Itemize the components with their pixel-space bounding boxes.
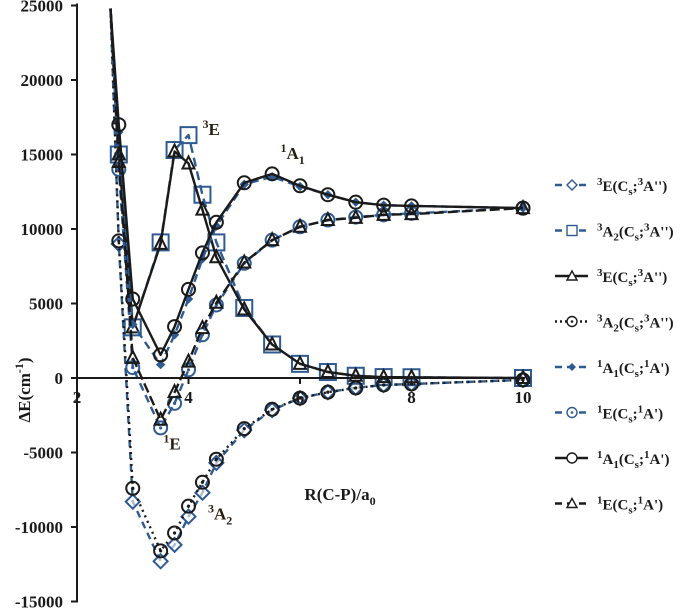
legend-entry: 1A1(Cs;1A') — [555, 358, 669, 380]
legend-label: 1E(Cs;1A') — [597, 495, 663, 517]
x-tick-label: 10 — [515, 388, 532, 407]
series-4 — [109, 8, 528, 370]
legend-entry: 1A1(Cs;1A') — [555, 449, 669, 471]
y-tick-label: 0 — [55, 369, 64, 388]
y-tick-label: -5000 — [23, 444, 63, 463]
y-tick-label: 20000 — [21, 71, 64, 90]
y-tick-label: 5000 — [29, 295, 63, 314]
x-axis-title: R(C-P)/a0 — [304, 485, 375, 508]
curve-label-1E: 1E — [163, 432, 180, 454]
curve-label-3A2: 3A2 — [208, 502, 232, 528]
legend-label: 1E(Cs;1A') — [597, 404, 663, 426]
series-3 — [109, 8, 531, 559]
y-tick-label: 10000 — [21, 220, 64, 239]
curve-label-3E: 3E — [202, 117, 219, 139]
y-tick-label: 25000 — [21, 0, 64, 16]
legend: 3E(Cs;3A'') 3A2(Cs;3A'') 3E(Cs;3A'') 3A2(Cs… — [555, 176, 674, 517]
series-7 — [109, 8, 531, 426]
legend-label: 3E(Cs;3A'') — [597, 267, 667, 289]
legend-label: 3A2(Cs;3A'') — [597, 313, 674, 335]
legend-entry: 1E(Cs;1A') — [555, 404, 663, 426]
series-6 — [109, 8, 531, 363]
curve-annotations: 3E 1A1 1E 3A2 — [163, 117, 304, 527]
legend-entry: 3A2(Cs;3A'') — [555, 222, 674, 244]
x-tick-label: 2 — [73, 388, 82, 407]
y-tick-label: -10000 — [15, 518, 63, 537]
x-tick-label: 4 — [184, 388, 193, 407]
legend-label: 1A1(Cs;1A') — [597, 449, 669, 471]
legend-label: 3A2(Cs;3A'') — [597, 222, 674, 244]
plot-area — [109, 8, 532, 570]
legend-entry: 1E(Cs;1A') — [555, 495, 663, 517]
axes: 25000 20000 15000 10000 5000 0 -5000 -10000 -150… — [12, 0, 532, 610]
y-tick-label: -15000 — [15, 593, 63, 610]
legend-label: 3E(Cs;3A'') — [597, 176, 667, 198]
legend-entry: 3A2(Cs;3A'') — [555, 313, 674, 335]
y-tick-label: 15000 — [21, 146, 64, 165]
x-tick-label: 6 — [296, 388, 305, 407]
x-tick-label: 8 — [407, 388, 416, 407]
curve-label-1A1: 1A1 — [280, 141, 304, 167]
legend-label: 1A1(Cs;1A') — [597, 358, 669, 380]
y-axis-title: ΔE(cm-1) — [12, 357, 34, 422]
legend-entry: 3E(Cs;3A'') — [555, 176, 667, 198]
legend-entry: 3E(Cs;3A'') — [555, 267, 667, 289]
